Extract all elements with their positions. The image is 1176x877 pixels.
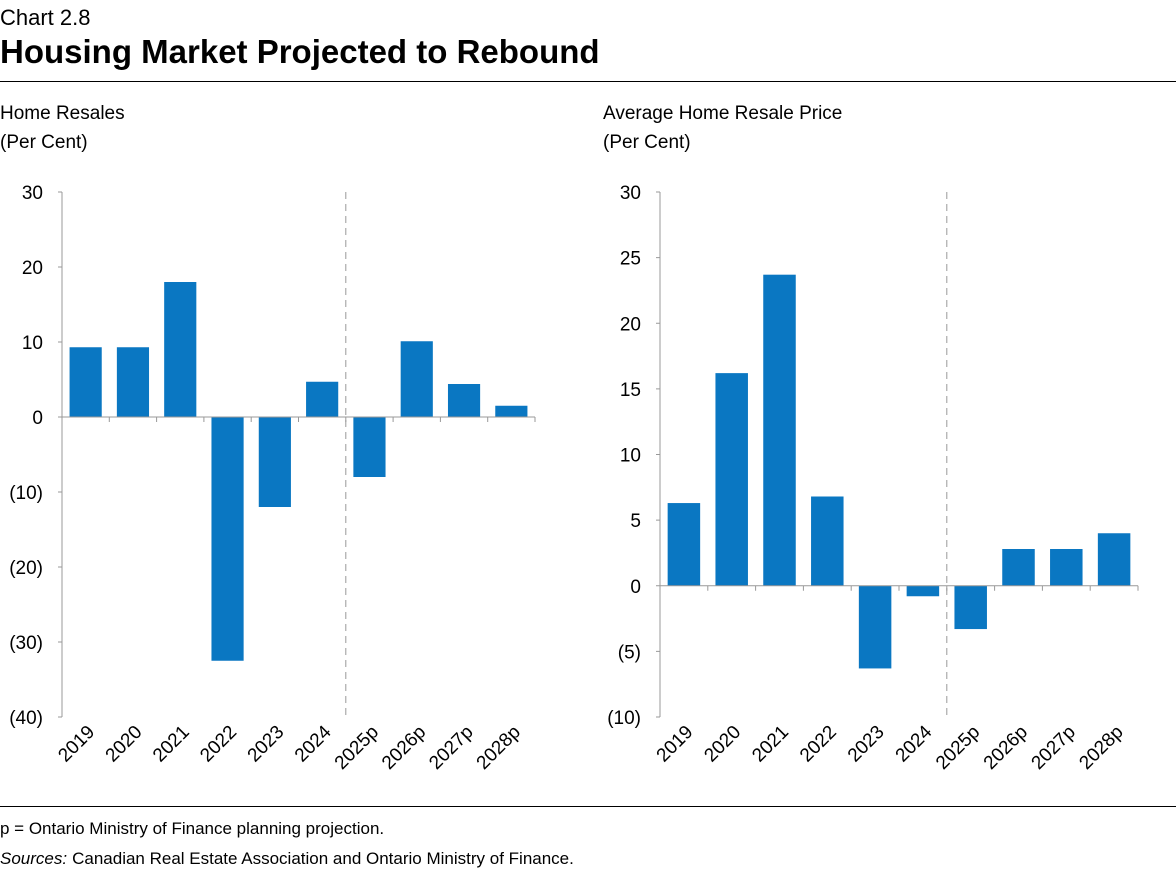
x-tick-label: 2023 [844,722,889,767]
bar [353,417,386,477]
y-tick-label: 0 [32,408,43,429]
chart-title: Average Home Resale Price [603,103,842,124]
bar [306,381,339,417]
y-tick-label: 5 [630,511,641,532]
bar [954,585,987,630]
chart-title: Home Resales [0,103,125,124]
y-axis-label: (Per Cent) [0,132,88,153]
sources: Sources: Canadian Real Estate Association… [0,849,574,868]
x-tick-label: 2020 [102,722,147,767]
x-tick-label: 2026p [980,722,1032,774]
bar [1097,533,1131,586]
x-tick-label: 2025p [331,722,383,774]
bar [858,585,892,669]
y-axis-label: (Per Cent) [603,132,691,153]
x-tick-label: 2026p [378,722,430,774]
y-tick-label: (20) [9,558,43,579]
bar [1002,549,1035,586]
x-tick-label: 2027p [1028,722,1080,774]
x-tick-label: 2024 [892,721,937,766]
x-tick-label: 2027p [425,722,477,774]
bar [495,405,528,417]
y-tick-label: 30 [620,183,641,204]
footnote: p = Ontario Ministry of Finance planning… [0,819,384,838]
bar [258,417,291,507]
x-tick-label: 2019 [653,722,698,767]
bar [164,282,197,417]
sources-label: Sources: [0,849,67,868]
x-tick-label: 2024 [291,721,336,766]
x-tick-label: 2020 [700,722,745,767]
bar [447,384,481,417]
y-tick-label: 0 [630,577,641,598]
bar [763,274,796,586]
x-tick-label: 2028p [1075,722,1127,774]
y-tick-label: 10 [22,333,43,354]
y-tick-label: 20 [22,258,43,279]
y-tick-label: 30 [22,183,43,204]
bar [116,347,150,417]
x-tick-label: 2023 [244,722,289,767]
bar [211,417,244,661]
x-tick-label: 2021 [149,722,194,767]
y-tick-label: 10 [620,446,641,467]
bar [811,496,844,586]
y-tick-label: 25 [620,249,641,270]
x-tick-label: 2019 [54,722,99,767]
bar [1050,549,1083,586]
y-tick-label: 15 [620,380,641,401]
y-tick-label: (10) [9,483,43,504]
x-tick-label: 2022 [196,722,241,767]
x-tick-label: 2025p [932,722,984,774]
x-tick-label: 2022 [796,722,841,767]
x-tick-label: 2021 [748,722,793,767]
bar [400,341,433,417]
x-tick-label: 2028p [473,722,525,774]
y-tick-label: (30) [9,633,43,654]
bar [667,503,701,586]
y-tick-label: 20 [620,314,641,335]
bar [906,585,940,597]
sources-text: Canadian Real Estate Association and Ont… [72,849,574,868]
y-tick-label: (5) [618,642,641,663]
y-tick-label: (10) [607,708,641,729]
bar [69,347,102,417]
y-tick-label: (40) [9,708,43,729]
bar [715,373,748,586]
page-title: Housing Market Projected to Rebound [0,33,600,70]
chart-label: Chart 2.8 [0,5,91,30]
